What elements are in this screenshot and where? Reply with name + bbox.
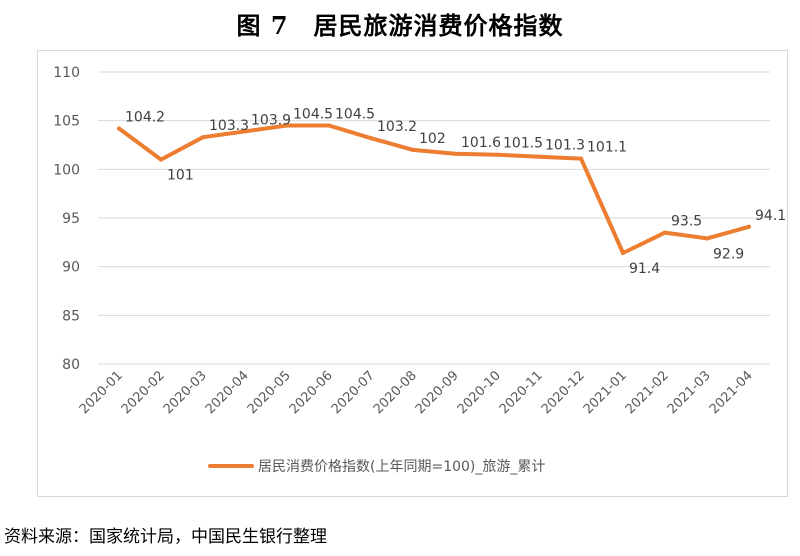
x-tick-label: 2020-11 (497, 368, 546, 417)
x-tick-label: 2020-12 (539, 368, 588, 417)
source-note: 资料来源：国家统计局，中国民生银行整理 (4, 527, 327, 547)
data-point (747, 224, 751, 229)
legend-label: 居民消费价格指数(上年同期=100)_旅游_累计 (258, 459, 545, 475)
x-tick-label: 2021-01 (581, 368, 630, 417)
data-label: 101.1 (587, 140, 627, 156)
data-label: 101.3 (545, 138, 585, 154)
data-label: 101.6 (461, 135, 501, 151)
x-tick-label: 2020-03 (161, 368, 210, 417)
x-tick-label: 2020-09 (413, 368, 462, 417)
y-tick-label: 100 (53, 162, 80, 178)
data-label: 104.5 (335, 107, 375, 123)
figure-title: 图 7 居民旅游消费价格指数 (236, 11, 564, 40)
data-point (369, 136, 373, 141)
x-tick-label: 2021-02 (623, 368, 672, 417)
x-tick-label: 2021-04 (707, 368, 756, 417)
x-tick-label: 2021-03 (665, 368, 714, 417)
data-label: 91.4 (629, 261, 660, 277)
y-tick-label: 90 (62, 260, 80, 276)
data-label: 103.3 (209, 118, 249, 134)
data-point (579, 156, 583, 161)
x-tick-label: 2020-05 (245, 368, 294, 417)
y-tick-label: 110 (53, 65, 80, 81)
data-point (453, 151, 457, 156)
x-tick-label: 2020-07 (329, 368, 378, 417)
y-tick-label: 95 (62, 211, 80, 227)
data-point (117, 126, 121, 131)
y-tick-label: 105 (53, 114, 80, 130)
data-point (411, 147, 415, 152)
data-point (201, 135, 205, 140)
data-point (327, 123, 331, 128)
data-label: 94.1 (755, 208, 786, 224)
data-label: 104.2 (125, 109, 165, 125)
x-tick-label: 2020-01 (77, 368, 126, 417)
data-label: 101.5 (503, 136, 543, 152)
y-tick-label: 80 (62, 357, 80, 373)
data-point (621, 251, 625, 256)
data-label: 103.9 (251, 112, 291, 128)
data-label: 103.2 (377, 119, 417, 135)
data-point (537, 154, 541, 159)
data-point (663, 230, 667, 235)
data-point (243, 129, 247, 134)
x-tick-label: 2020-02 (119, 368, 168, 417)
data-label: 104.5 (293, 107, 333, 123)
x-tick-label: 2020-06 (287, 368, 336, 417)
data-label: 93.5 (671, 214, 702, 230)
data-point (495, 152, 499, 157)
data-label: 92.9 (713, 246, 744, 262)
data-point (705, 236, 709, 241)
data-point (159, 157, 163, 162)
series-line (117, 123, 751, 255)
x-tick-label: 2020-10 (455, 368, 504, 417)
data-label: 102 (419, 131, 446, 147)
y-tick-label: 85 (62, 308, 80, 324)
data-point (285, 123, 289, 128)
data-label: 101 (167, 168, 194, 184)
chart-frame (37, 50, 788, 497)
x-tick-label: 2020-04 (203, 368, 252, 417)
x-tick-label: 2020-08 (371, 368, 420, 417)
